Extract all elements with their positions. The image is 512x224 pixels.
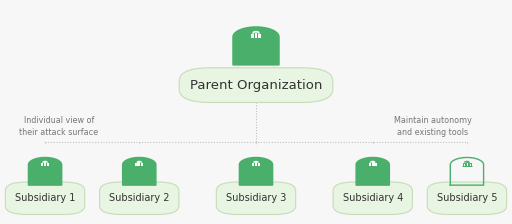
FancyBboxPatch shape xyxy=(427,182,507,215)
FancyBboxPatch shape xyxy=(5,182,84,215)
Bar xyxy=(372,162,374,166)
FancyBboxPatch shape xyxy=(333,182,413,215)
FancyBboxPatch shape xyxy=(99,182,179,215)
Bar xyxy=(374,163,377,166)
Polygon shape xyxy=(233,27,279,65)
Bar xyxy=(138,162,140,166)
Text: Subsidiary 5: Subsidiary 5 xyxy=(437,193,497,203)
Polygon shape xyxy=(356,157,389,185)
FancyBboxPatch shape xyxy=(179,68,333,103)
Bar xyxy=(141,163,143,166)
Bar xyxy=(251,34,253,38)
Bar xyxy=(252,163,254,166)
Polygon shape xyxy=(123,157,156,185)
Bar xyxy=(254,33,258,38)
Bar xyxy=(258,163,260,166)
Text: Individual view of
their attack surface: Individual view of their attack surface xyxy=(19,116,98,137)
Bar xyxy=(469,163,471,166)
FancyBboxPatch shape xyxy=(216,182,296,215)
Bar xyxy=(44,162,46,166)
Text: Maintain autonomy
and existing tools: Maintain autonomy and existing tools xyxy=(394,116,472,137)
Bar xyxy=(466,162,468,166)
Bar xyxy=(135,163,138,166)
Text: Subsidiary 3: Subsidiary 3 xyxy=(226,193,286,203)
Text: Subsidiary 4: Subsidiary 4 xyxy=(343,193,403,203)
Text: Parent Organization: Parent Organization xyxy=(190,79,322,92)
Polygon shape xyxy=(240,157,272,185)
Bar xyxy=(255,162,257,166)
Text: Subsidiary 1: Subsidiary 1 xyxy=(15,193,75,203)
Bar xyxy=(259,34,261,38)
Bar xyxy=(369,163,371,166)
Text: Subsidiary 2: Subsidiary 2 xyxy=(109,193,169,203)
Bar xyxy=(47,163,49,166)
Bar xyxy=(463,163,465,166)
Polygon shape xyxy=(28,157,61,185)
Bar xyxy=(41,163,44,166)
